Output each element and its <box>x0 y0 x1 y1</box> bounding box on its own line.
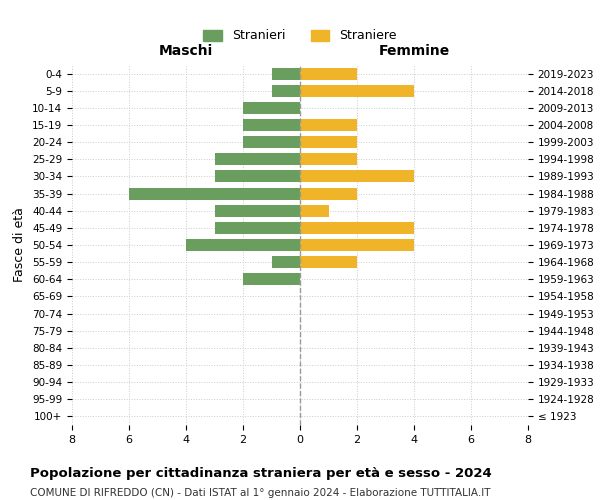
Text: Maschi: Maschi <box>159 44 213 58</box>
Bar <box>129 188 300 200</box>
Bar <box>300 154 357 166</box>
Bar <box>300 256 357 268</box>
Text: Popolazione per cittadinanza straniera per età e sesso - 2024: Popolazione per cittadinanza straniera p… <box>30 468 492 480</box>
Bar <box>243 119 300 131</box>
Bar <box>271 84 300 96</box>
Bar <box>300 239 414 251</box>
Bar <box>300 204 329 216</box>
Bar <box>300 84 414 96</box>
Text: Femmine: Femmine <box>379 44 449 58</box>
Bar <box>215 204 300 216</box>
Legend: Stranieri, Straniere: Stranieri, Straniere <box>198 24 402 48</box>
Bar <box>243 102 300 114</box>
Bar <box>300 136 357 148</box>
Bar <box>300 188 357 200</box>
Bar <box>215 170 300 182</box>
Bar <box>271 68 300 80</box>
Bar <box>300 170 414 182</box>
Bar <box>243 274 300 285</box>
Bar <box>300 222 414 234</box>
Bar <box>215 222 300 234</box>
Text: COMUNE DI RIFREDDO (CN) - Dati ISTAT al 1° gennaio 2024 - Elaborazione TUTTITALI: COMUNE DI RIFREDDO (CN) - Dati ISTAT al … <box>30 488 491 498</box>
Bar <box>271 256 300 268</box>
Y-axis label: Anni di nascita: Anni di nascita <box>598 198 600 291</box>
Y-axis label: Fasce di età: Fasce di età <box>13 208 26 282</box>
Bar <box>300 68 357 80</box>
Bar <box>243 136 300 148</box>
Bar <box>215 154 300 166</box>
Bar <box>186 239 300 251</box>
Bar <box>300 119 357 131</box>
